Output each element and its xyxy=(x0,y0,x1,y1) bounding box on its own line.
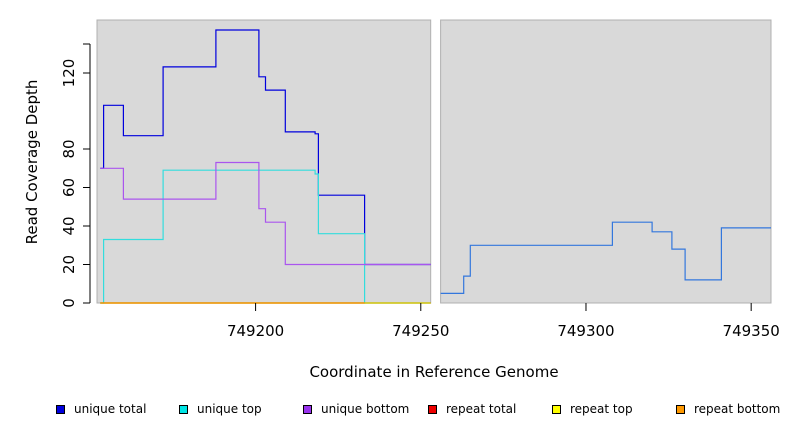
x-tick-label: 749300 xyxy=(557,322,614,340)
legend-swatch-repeat-total xyxy=(428,404,437,414)
legend-label: repeat bottom xyxy=(694,402,781,416)
y-tick-label: 20 xyxy=(60,255,78,274)
plot-panel-left xyxy=(96,19,432,304)
legend-swatch-repeat-bottom xyxy=(676,404,685,414)
legend-label: unique total xyxy=(74,402,147,416)
y-axis-title: Read Coverage Depth xyxy=(23,80,41,245)
y-axis: 0 20 40 60 80 120 xyxy=(60,43,91,308)
legend: unique total unique top unique bottom re… xyxy=(0,401,792,417)
coverage-chart: 0 20 40 60 80 120 749200 749250 749300 749350 Co… xyxy=(23,19,780,381)
legend-label: unique bottom xyxy=(321,402,410,416)
series-layer xyxy=(100,29,771,304)
series-line-unique-bottom xyxy=(100,161,431,266)
x-axis-title: Coordinate in Reference Genome xyxy=(309,363,558,381)
legend-label: repeat top xyxy=(570,402,633,416)
legend-swatch-repeat-top xyxy=(552,404,561,414)
legend-item-unique-bottom: unique bottom xyxy=(303,401,409,417)
x-axis: 749200 749250 749300 749350 xyxy=(227,303,780,340)
legend-item-repeat-top: repeat top xyxy=(552,401,633,417)
x-tick-label: 749200 xyxy=(227,322,284,340)
plot-panels xyxy=(96,19,772,304)
legend-item-repeat-total: repeat total xyxy=(428,401,516,417)
legend-item-repeat-bottom: repeat bottom xyxy=(676,401,780,417)
plot-panel-right xyxy=(440,19,772,304)
y-tick-label: 120 xyxy=(60,59,78,88)
series-line-series-6 xyxy=(440,221,771,294)
series-line-unique-top xyxy=(100,169,431,304)
series-line-unique-total xyxy=(100,29,431,266)
y-tick-label: 80 xyxy=(60,139,78,158)
legend-swatch-unique-total xyxy=(56,404,65,414)
y-tick-label: 60 xyxy=(60,178,78,197)
legend-item-unique-total: unique total xyxy=(56,401,146,417)
y-tick-label: 0 xyxy=(60,298,78,308)
legend-label: unique top xyxy=(197,402,262,416)
x-tick-label: 749250 xyxy=(392,322,449,340)
legend-swatch-unique-bottom xyxy=(303,404,312,414)
legend-swatch-unique-top xyxy=(179,404,188,414)
y-tick-label: 40 xyxy=(60,216,78,235)
legend-label: repeat total xyxy=(446,402,517,416)
legend-item-unique-top: unique top xyxy=(179,401,262,417)
x-tick-label: 749350 xyxy=(723,322,780,340)
